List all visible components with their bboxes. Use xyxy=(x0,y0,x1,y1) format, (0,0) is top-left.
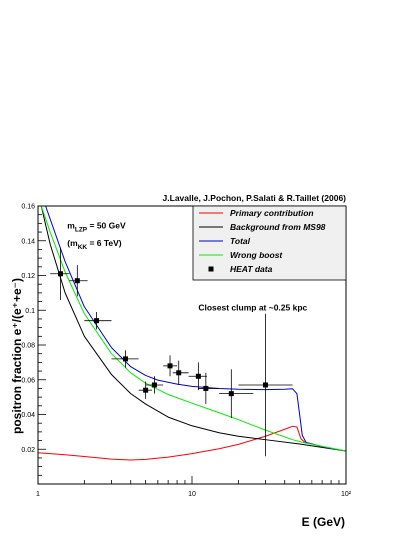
data-point xyxy=(50,247,70,300)
y-tick-label: 0.06 xyxy=(21,377,35,384)
legend-label: HEAT data xyxy=(230,264,273,274)
legend-entry: Total xyxy=(199,236,251,246)
data-point xyxy=(238,313,293,457)
y-tick-label: 0.1 xyxy=(25,308,35,315)
series-line-total xyxy=(45,206,346,452)
legend: Primary contribution Background from MS98… xyxy=(192,205,347,281)
data-marker xyxy=(167,363,173,369)
series-line-wrong-boost xyxy=(40,206,346,452)
legend-swatch xyxy=(208,266,214,272)
data-point xyxy=(188,362,207,391)
x-tick-label: 1 xyxy=(36,491,40,498)
annotations: mLZP = 50 GeV (mKK = 6 TeV) Closest clump … xyxy=(67,221,307,313)
data-marker xyxy=(195,373,201,379)
data-point xyxy=(138,381,153,399)
x-tick-label: 10 xyxy=(188,491,196,498)
data-marker xyxy=(176,370,182,376)
data-marker xyxy=(151,382,157,388)
data-marker xyxy=(74,278,80,284)
x-tick-label: 10² xyxy=(341,491,352,498)
y-axis: 0.02 0.04 0.06 0.08 0.1 0.12 0.14 0.16 xyxy=(21,204,46,476)
legend-entry: Wrong boost xyxy=(199,250,283,260)
x-axis: 1 10 10² xyxy=(36,476,352,498)
annotation: (mKK = 6 TeV) xyxy=(67,238,122,251)
data-marker xyxy=(58,271,64,277)
y-tick-label: 0.14 xyxy=(21,238,35,245)
annotation: Closest clump at ~0.25 kpc xyxy=(198,302,307,312)
data-point xyxy=(163,355,178,377)
y-tick-label: 0.08 xyxy=(21,343,35,350)
data-marker xyxy=(123,356,129,362)
x-axis-label: E (GeV) xyxy=(302,515,345,529)
annotation: mLZP = 50 GeV xyxy=(67,221,126,234)
data-marker xyxy=(143,387,149,393)
y-tick-label: 0.02 xyxy=(21,447,35,454)
legend-entry: Background from MS98 xyxy=(199,222,326,232)
chart-title: J.Lavalle, J.Pochon, P.Salati & R.Taille… xyxy=(163,193,347,203)
data-marker xyxy=(262,382,268,388)
data-marker xyxy=(94,318,100,324)
legend-label: Total xyxy=(230,236,251,246)
legend-label: Primary contribution xyxy=(230,208,314,218)
y-axis-label: positron fraction e⁺/(e⁺+e⁻) xyxy=(10,278,24,434)
data-point xyxy=(219,369,254,418)
series-layer xyxy=(38,206,346,461)
y-tick-label: 0.04 xyxy=(21,412,35,419)
data-point xyxy=(69,265,88,297)
legend-label: Wrong boost xyxy=(230,250,283,260)
data-marker xyxy=(228,391,234,397)
data-point xyxy=(198,372,220,405)
data-point xyxy=(145,376,164,394)
legend-entry: HEAT data xyxy=(208,264,273,274)
series-line-primary-contribution xyxy=(38,425,307,461)
legend-label: Background from MS98 xyxy=(230,222,326,232)
data-point xyxy=(111,350,139,368)
series-line-background-from-ms98 xyxy=(40,206,346,452)
data-point xyxy=(172,360,189,385)
data-point xyxy=(84,311,112,330)
y-tick-label: 0.16 xyxy=(21,204,35,211)
legend-entry: Primary contribution xyxy=(199,208,314,218)
data-marker xyxy=(203,385,209,391)
legend-box xyxy=(192,205,347,281)
y-tick-label: 0.12 xyxy=(21,273,35,280)
